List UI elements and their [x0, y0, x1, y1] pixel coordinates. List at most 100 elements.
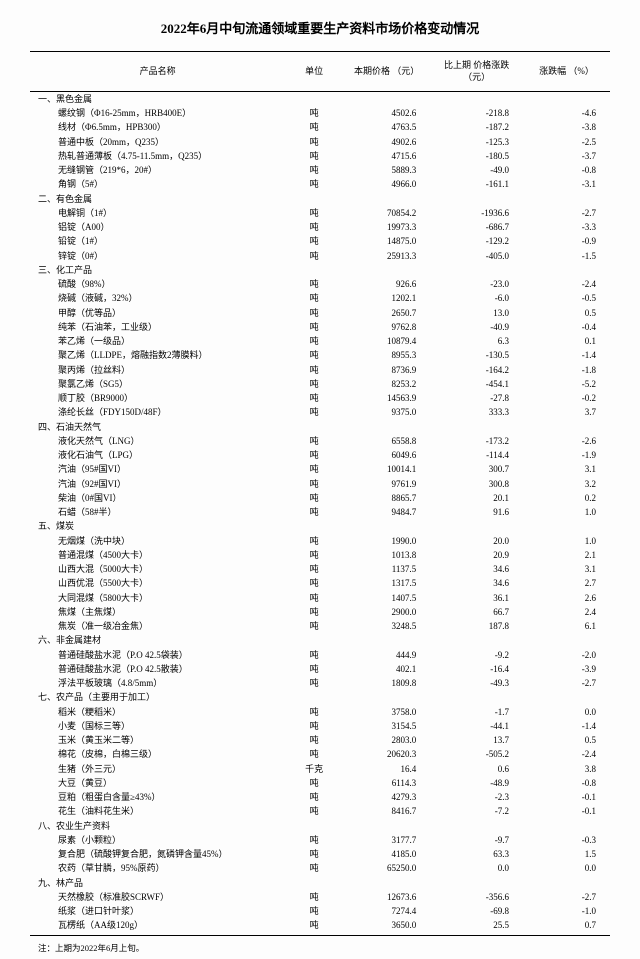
cell-price: 14875.0	[343, 235, 430, 249]
cell-pct: -3.1	[523, 178, 610, 192]
cell-price: 8955.3	[343, 349, 430, 363]
cell-change: 13.7	[430, 734, 523, 748]
cell-change: -1936.6	[430, 206, 523, 220]
cell-pct: 1.5	[523, 848, 610, 862]
cell-unit: 吨	[285, 377, 343, 391]
cell-unit: 吨	[285, 662, 343, 676]
cell-price: 444.9	[343, 648, 430, 662]
header-row: 产品名称 单位 本期价格 （元） 比上期 价格涨跌 （元） 涨跌幅 （%）	[30, 52, 610, 92]
cell-pct: -2.7	[523, 206, 610, 220]
cell-pct: 2.6	[523, 591, 610, 605]
cell-change: 36.1	[430, 591, 523, 605]
cell-name: 农药（草甘膦，95%原药）	[30, 862, 285, 876]
cell-name: 复合肥（硫酸钾复合肥，氮磷钾含量45%）	[30, 848, 285, 862]
cell-pct: 0.0	[523, 705, 610, 719]
cell-pct: -4.6	[523, 107, 610, 121]
table-row: 山西优混（5500大卡）吨1317.534.62.7	[30, 577, 610, 591]
section-label: 五、煤炭	[30, 520, 610, 534]
table-row: 热轧普通薄板（4.75-11.5mm，Q235）吨4715.6-180.5-3.…	[30, 149, 610, 163]
cell-pct: 1.0	[523, 506, 610, 520]
cell-change: -49.0	[430, 164, 523, 178]
cell-name: 山西优混（5500大卡）	[30, 577, 285, 591]
cell-unit: 吨	[285, 477, 343, 491]
cell-change: 300.8	[430, 477, 523, 491]
cell-pct: -3.3	[523, 221, 610, 235]
cell-unit: 吨	[285, 919, 343, 933]
cell-name: 液化石油气（LPG）	[30, 449, 285, 463]
cell-change: -125.3	[430, 135, 523, 149]
cell-unit: 吨	[285, 292, 343, 306]
cell-change: 63.3	[430, 848, 523, 862]
table-row: 螺纹钢（Φ16-25mm，HRB400E）吨4502.6-218.8-4.6	[30, 107, 610, 121]
cell-pct: -2.5	[523, 135, 610, 149]
cell-change: -6.0	[430, 292, 523, 306]
cell-name: 电解铜（1#）	[30, 206, 285, 220]
cell-price: 4185.0	[343, 848, 430, 862]
cell-price: 3650.0	[343, 919, 430, 933]
table-row: 小麦（国标三等）吨3154.5-44.1-1.4	[30, 719, 610, 733]
cell-name: 纯苯（石油苯，工业级）	[30, 320, 285, 334]
cell-change: -27.8	[430, 392, 523, 406]
cell-name: 线材（Φ6.5mm，HPB300）	[30, 121, 285, 135]
cell-name: 硫酸（98%）	[30, 278, 285, 292]
cell-price: 1407.5	[343, 591, 430, 605]
cell-price: 1809.8	[343, 677, 430, 691]
cell-pct: -2.7	[523, 677, 610, 691]
cell-pct: 3.1	[523, 563, 610, 577]
cell-unit: 吨	[285, 506, 343, 520]
cell-name: 热轧普通薄板（4.75-11.5mm，Q235）	[30, 149, 285, 163]
cell-price: 1990.0	[343, 534, 430, 548]
cell-unit: 吨	[285, 833, 343, 847]
table-row: 硫酸（98%）吨926.6-23.0-2.4	[30, 278, 610, 292]
cell-name: 铝锭（A00）	[30, 221, 285, 235]
cell-pct: -1.4	[523, 349, 610, 363]
section-label: 四、石油天然气	[30, 420, 610, 434]
cell-change: -48.9	[430, 776, 523, 790]
table-row: 石蜡（58#半）吨9484.791.61.0	[30, 506, 610, 520]
cell-change: -129.2	[430, 235, 523, 249]
table-row: 苯乙烯（一级品）吨10879.46.30.1	[30, 335, 610, 349]
cell-unit: 吨	[285, 363, 343, 377]
cell-pct: -0.4	[523, 320, 610, 334]
cell-name: 汽油（92#国VI）	[30, 477, 285, 491]
cell-name: 焦煤（主焦煤）	[30, 605, 285, 619]
cell-unit: 吨	[285, 164, 343, 178]
cell-name: 稻米（粳稻米）	[30, 705, 285, 719]
table-row: 聚乙烯（LLDPE，熔融指数2薄膜料）吨8955.3-130.5-1.4	[30, 349, 610, 363]
section-row: 三、化工产品	[30, 263, 610, 277]
section-label: 三、化工产品	[30, 263, 610, 277]
cell-name: 普通硅酸盐水泥（P.O 42.5袋装）	[30, 648, 285, 662]
table-row: 柴油（0#国VI）吨8865.720.10.2	[30, 491, 610, 505]
cell-price: 9484.7	[343, 506, 430, 520]
cell-name: 涤纶长丝（FDY150D/48F）	[30, 406, 285, 420]
cell-unit: 吨	[285, 449, 343, 463]
cell-price: 65250.0	[343, 862, 430, 876]
cell-pct: -3.7	[523, 149, 610, 163]
page-title: 2022年6月中旬流通领域重要生产资料市场价格变动情况	[30, 18, 610, 37]
cell-name: 柴油（0#国VI）	[30, 491, 285, 505]
cell-name: 瓦楞纸（AA级120g）	[30, 919, 285, 933]
cell-change: 91.6	[430, 506, 523, 520]
cell-unit: 吨	[285, 905, 343, 919]
cell-change: -40.9	[430, 320, 523, 334]
cell-unit: 吨	[285, 648, 343, 662]
section-row: 九、林产品	[30, 876, 610, 890]
table-row: 尿素（小颗粒）吨3177.7-9.7-0.3	[30, 833, 610, 847]
table-row: 涤纶长丝（FDY150D/48F）吨9375.0333.33.7	[30, 406, 610, 420]
cell-price: 70854.2	[343, 206, 430, 220]
cell-price: 4715.6	[343, 149, 430, 163]
table-row: 汽油（92#国VI）吨9761.9300.83.2	[30, 477, 610, 491]
cell-name: 普通中板（20mm，Q235）	[30, 135, 285, 149]
cell-pct: -2.0	[523, 648, 610, 662]
cell-unit: 吨	[285, 563, 343, 577]
cell-unit: 吨	[285, 335, 343, 349]
cell-price: 9762.8	[343, 320, 430, 334]
cell-pct: 3.8	[523, 762, 610, 776]
section-label: 一、黑色金属	[30, 92, 610, 107]
table-row: 聚丙烯（拉丝料）吨8736.9-164.2-1.8	[30, 363, 610, 377]
cell-name: 纸浆（进口针叶浆）	[30, 905, 285, 919]
cell-name: 普通硅酸盐水泥（P.O 42.5散装）	[30, 662, 285, 676]
cell-name: 顺丁胶（BR9000）	[30, 392, 285, 406]
cell-unit: 吨	[285, 320, 343, 334]
cell-unit: 吨	[285, 776, 343, 790]
